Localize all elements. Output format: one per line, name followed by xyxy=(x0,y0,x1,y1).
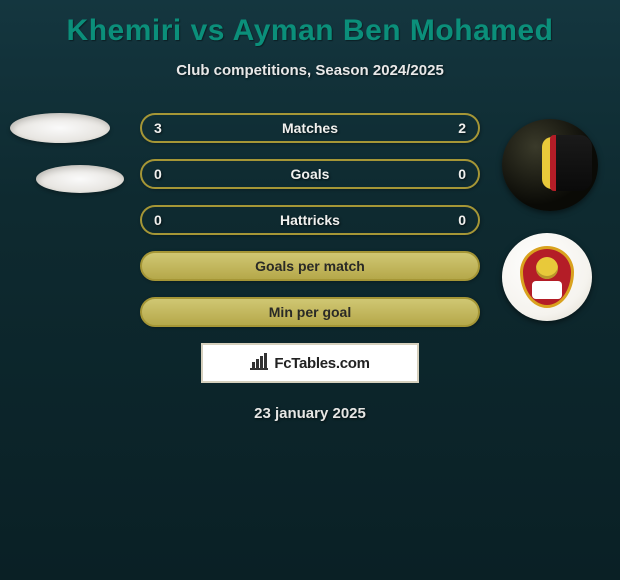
stat-right-value: 2 xyxy=(458,120,466,136)
stat-label: Goals per match xyxy=(255,258,365,274)
player-photo-placeholder xyxy=(10,113,110,143)
brand-text: FcTables.com xyxy=(274,355,369,372)
stat-left-value: 0 xyxy=(154,166,162,182)
stat-right-value: 0 xyxy=(458,166,466,182)
club-logo-placeholder xyxy=(36,165,124,193)
stat-row-min-per-goal: Min per goal xyxy=(140,297,480,327)
comparison-content: 3 Matches 2 0 Goals 0 0 Hattricks 0 Goal… xyxy=(0,113,620,422)
stat-label: Min per goal xyxy=(269,304,351,320)
right-player-avatars xyxy=(502,119,598,321)
stat-row-goals: 0 Goals 0 xyxy=(140,159,480,189)
stat-right-value: 0 xyxy=(458,212,466,228)
stat-row-goals-per-match: Goals per match xyxy=(140,251,480,281)
stat-left-value: 0 xyxy=(154,212,162,228)
club-crest-icon xyxy=(520,246,574,308)
club-logo xyxy=(502,233,592,321)
generation-date: 23 january 2025 xyxy=(0,405,620,422)
player-photo xyxy=(502,119,598,211)
stat-row-hattricks: 0 Hattricks 0 xyxy=(140,205,480,235)
left-player-avatars xyxy=(8,113,128,193)
page-title: Khemiri vs Ayman Ben Mohamed xyxy=(0,0,620,48)
stat-label: Matches xyxy=(282,120,338,136)
brand-logo-icon xyxy=(250,356,268,370)
stat-label: Goals xyxy=(291,166,330,182)
stat-left-value: 3 xyxy=(154,120,162,136)
page-subtitle: Club competitions, Season 2024/2025 xyxy=(0,62,620,79)
stats-bars: 3 Matches 2 0 Goals 0 0 Hattricks 0 Goal… xyxy=(140,113,480,327)
brand-watermark: FcTables.com xyxy=(201,343,419,383)
stat-row-matches: 3 Matches 2 xyxy=(140,113,480,143)
stat-label: Hattricks xyxy=(280,212,340,228)
